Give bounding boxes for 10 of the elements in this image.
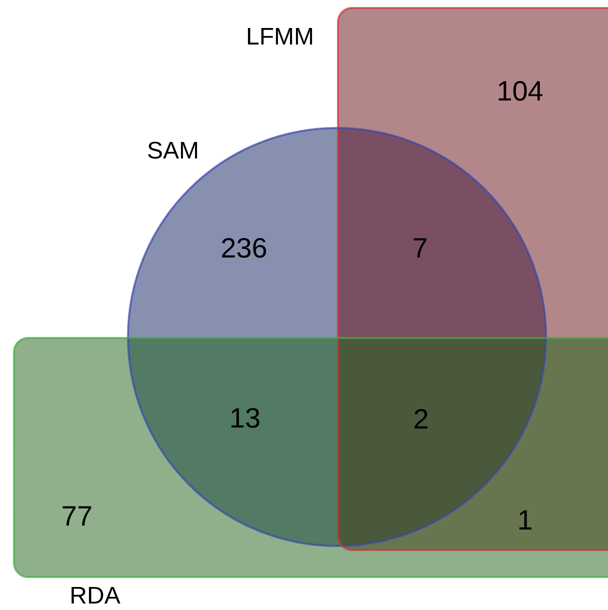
text: LFMM [246,23,314,50]
text: RDA [70,582,120,610]
data-label: 77 [61,500,93,532]
data-label: 7 [412,232,428,264]
data-label: 1 [517,504,533,536]
data-label: 104 [496,75,544,106]
data-label: 236 [220,232,268,264]
text: SAM [146,137,200,164]
data-label: 2 [413,403,429,434]
data-label: 13 [229,402,261,434]
